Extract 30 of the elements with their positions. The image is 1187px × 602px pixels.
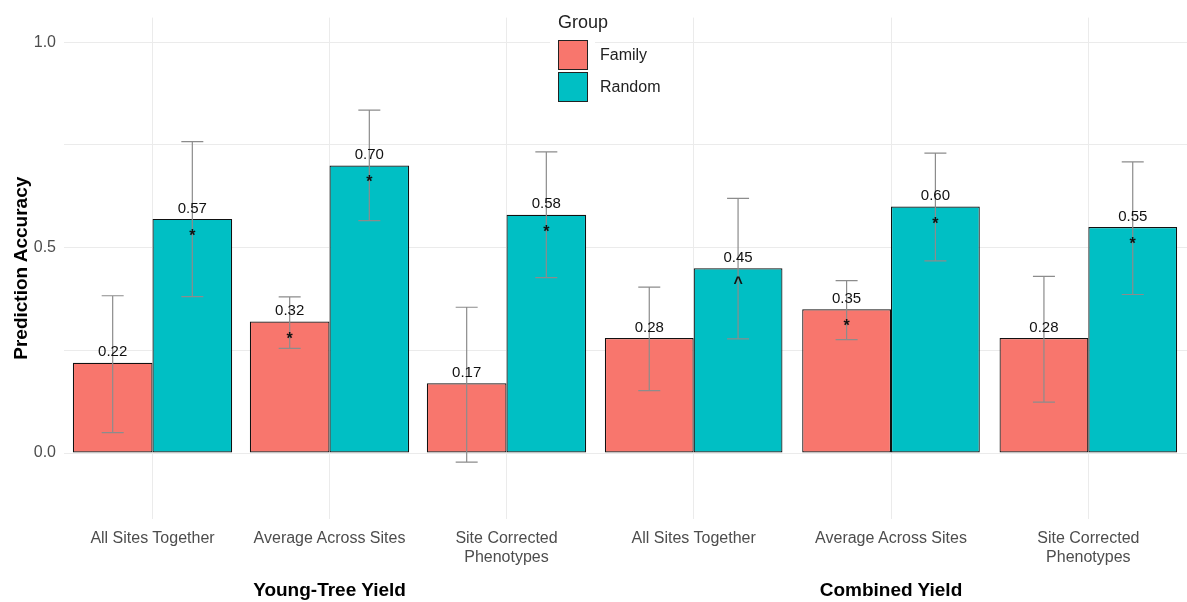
data-label: 0.57 [177,198,207,216]
y-axis-title: Prediction Accuracy [9,176,31,360]
x-axis-title: Combined Yield [819,578,963,600]
data-label: 0.17 [452,362,482,380]
data-label: 0.28 [1029,317,1059,335]
x-tick-label: Average Across Sites [815,528,967,546]
x-tick-label: Site Corrected Phenotypes [1037,528,1140,566]
data-label: 0.45 [723,247,753,265]
data-label: 0.28 [634,317,664,335]
x-tick-label: All Sites Together [631,528,757,546]
data-label: 0.35 [832,288,862,306]
annotation: * [843,317,851,335]
x-tick-label: Average Across Sites [253,528,406,546]
data-label: 0.60 [920,186,950,204]
data-label: 0.55 [1118,206,1148,224]
annotation: * [286,330,294,348]
x-tick-label: Site Corrected Phenotypes [455,528,558,566]
y-tick-label: 1.0 [33,32,57,50]
x-tick-label: All Sites Together [90,528,216,546]
y-tick-label: 0.0 [33,443,57,461]
legend-label: Family [600,46,648,64]
y-tick-label: 0.5 [33,238,57,256]
annotation: ^ [733,274,743,292]
data-label: 0.22 [98,342,128,360]
legend-label: Random [600,78,661,96]
data-label: 0.70 [354,145,384,163]
data-label: 0.58 [531,194,561,212]
x-axis-title: Young-Tree Yield [253,578,406,600]
data-label: 0.32 [275,301,305,319]
legend-title: Group [558,12,610,33]
